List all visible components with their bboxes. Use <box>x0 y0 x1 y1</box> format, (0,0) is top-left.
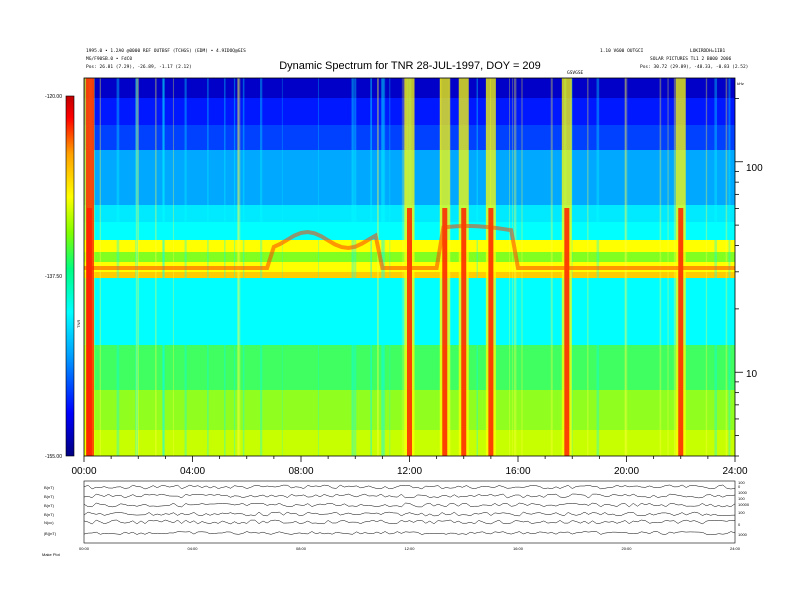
bottom-right-tick: 1000 <box>738 490 748 495</box>
spectrum-streak <box>370 78 372 456</box>
burst-core <box>678 208 684 456</box>
colorbar-tick-bottom: -155.00 <box>45 454 62 460</box>
colorbar-label: TNR <box>76 320 81 328</box>
bottom-series-trace <box>83 531 736 535</box>
x-tick-label: 08:00 <box>288 466 313 477</box>
plasma-line <box>84 224 735 270</box>
bottom-x-tick-label: 20:00 <box>621 546 632 551</box>
bottom-series-trace <box>83 511 736 517</box>
bottom-series-trace <box>83 502 736 508</box>
left-edge-burst <box>86 78 94 456</box>
chart-title: Dynamic Spectrum for TNR 28-JUL-1997, DO… <box>279 60 541 72</box>
header-right-line1: 1.10 V600 OUTGCI <box>600 48 644 54</box>
burst-core <box>564 208 570 456</box>
bottom-right-tick: 1000 <box>738 532 748 537</box>
bottom-x-tick-label: 04:00 <box>187 546 198 551</box>
colorbar-tick-top: -120.00 <box>45 94 62 100</box>
bottom-row-label: N(cc) <box>44 520 54 525</box>
colorbar <box>65 95 75 457</box>
burst-core <box>407 208 412 456</box>
y-tick-10: 10 <box>746 369 758 380</box>
spectrum-streak <box>317 78 319 456</box>
x-tick-label: 04:00 <box>180 466 205 477</box>
bottom-x-tick-label: 16:00 <box>513 546 524 551</box>
spectrum-streak <box>377 78 379 456</box>
header-left-line3: Pos: 26.81 (7.29), -26.89, -1.17 (2.12) <box>86 64 192 70</box>
bottom-series-trace <box>83 484 736 490</box>
bottom-timeseries-panel: B(nT)B(nT)B(nT)B(nT)N(cc)|B|(nT)10001000… <box>44 480 750 551</box>
x-tick-label: 24:00 <box>722 466 747 477</box>
header-right-line3: SOLAR PICTURES TL1 2 B000 2006 <box>650 56 732 62</box>
spectrogram <box>84 78 735 456</box>
bottom-x-tick-label: 12:00 <box>404 546 415 551</box>
bottom-right-tick: 0 <box>738 484 741 489</box>
spectrum-streak <box>354 78 357 456</box>
burst-core <box>488 208 494 456</box>
spectrum-streak <box>351 78 353 456</box>
bottom-series-trace <box>83 493 736 499</box>
bottom-right-tick: 100 <box>738 496 745 501</box>
burst-core <box>461 208 467 456</box>
burst-core <box>442 208 448 456</box>
bottom-right-tick: 100 <box>738 480 745 485</box>
header-right-line2: LOKIRDDH=1IB1 <box>690 48 726 54</box>
bottom-row-label: B(nT) <box>44 503 55 508</box>
header-left-line2: MG/F90SB.0 • FdC0 <box>86 56 132 62</box>
spectrum-streak <box>281 78 283 456</box>
bottom-x-tick-label: 24:00 <box>730 546 741 551</box>
bottom-row-label: B(nT) <box>44 485 55 490</box>
spectrum-streak <box>371 78 372 456</box>
spectrum-streak <box>476 78 479 456</box>
y-units: kHz <box>737 81 744 86</box>
header-mid-label: GSVGSE <box>567 70 584 76</box>
x-tick-label: 12:00 <box>397 466 422 477</box>
y-tick-100: 100 <box>746 163 763 174</box>
spectrum-streak <box>508 78 510 456</box>
header-right-line4: Pos: 30.72 (29.89), -48.33, -0.83 (2.52) <box>640 64 748 70</box>
x-tick-label: 16:00 <box>505 466 530 477</box>
bottom-right-tick: 0 <box>738 522 741 527</box>
bottom-right-tick: 10000 <box>738 502 750 507</box>
bottom-x-tick-label: 08:00 <box>296 546 307 551</box>
header-left-line1: 1995.0 • 1.2A0 @0000 REF OUTBSF (TCHGS) … <box>86 48 246 54</box>
footer-text: Make Plot <box>42 552 61 557</box>
spectrum-streak <box>513 78 517 456</box>
bottom-row-label: |B|(nT) <box>44 531 57 536</box>
x-axis: 00:00 04:00 08:00 12:00 16:00 20:00 24:00 <box>71 456 748 477</box>
bottom-series-trace <box>83 519 736 525</box>
y-axis <box>735 97 743 457</box>
colorbar-tick-mid: -137.50 <box>45 274 62 280</box>
bottom-row-label: B(nT) <box>44 512 55 517</box>
spectrum-streak <box>377 78 378 456</box>
bottom-right-tick: 100 <box>738 510 745 515</box>
bottom-row-label: B(nT) <box>44 494 55 499</box>
spectrum-streak <box>511 78 513 456</box>
x-tick-label: 20:00 <box>614 466 639 477</box>
spectrum-streak <box>352 78 355 456</box>
x-tick-label: 00:00 <box>71 466 96 477</box>
bottom-x-tick-label: 00:00 <box>79 546 90 551</box>
bottom-panel-frame <box>83 480 736 544</box>
